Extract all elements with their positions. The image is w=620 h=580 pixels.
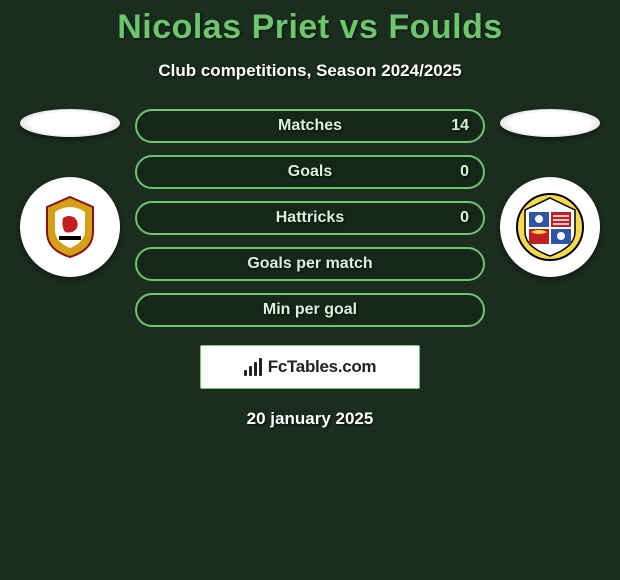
infographic-root: Nicolas Priet vs Foulds Club competition…	[0, 0, 620, 429]
stat-label: Hattricks	[276, 209, 344, 227]
harrogate-crest-icon	[515, 192, 585, 262]
stat-value-right: 0	[460, 163, 469, 181]
brand-box[interactable]: FcTables.com	[200, 345, 420, 389]
stats-column: Matches 14 Goals 0 Hattricks 0 Goals per…	[135, 109, 485, 327]
stat-value-right: 0	[460, 209, 469, 227]
brand-text: FcTables.com	[268, 357, 377, 377]
right-club-crest	[500, 177, 600, 277]
stat-row-goals-per-match: Goals per match	[135, 247, 485, 281]
stat-row-goals: Goals 0	[135, 155, 485, 189]
page-title: Nicolas Priet vs Foulds	[0, 8, 620, 47]
stat-label: Goals	[288, 163, 332, 181]
right-player-photo-placeholder	[500, 109, 600, 137]
page-subtitle: Club competitions, Season 2024/2025	[0, 61, 620, 81]
doncaster-crest-icon	[35, 192, 105, 262]
left-club-crest	[20, 177, 120, 277]
stat-row-matches: Matches 14	[135, 109, 485, 143]
right-player-col	[495, 109, 605, 277]
chart-bars-icon	[244, 358, 262, 376]
stat-label: Goals per match	[247, 255, 372, 273]
stat-row-hattricks: Hattricks 0	[135, 201, 485, 235]
left-player-photo-placeholder	[20, 109, 120, 137]
main-row: Matches 14 Goals 0 Hattricks 0 Goals per…	[0, 109, 620, 327]
date-text: 20 january 2025	[0, 409, 620, 429]
stat-value-right: 14	[451, 117, 469, 135]
left-player-col	[15, 109, 125, 277]
stat-label: Matches	[278, 117, 342, 135]
stat-label: Min per goal	[263, 301, 357, 319]
stat-row-min-per-goal: Min per goal	[135, 293, 485, 327]
